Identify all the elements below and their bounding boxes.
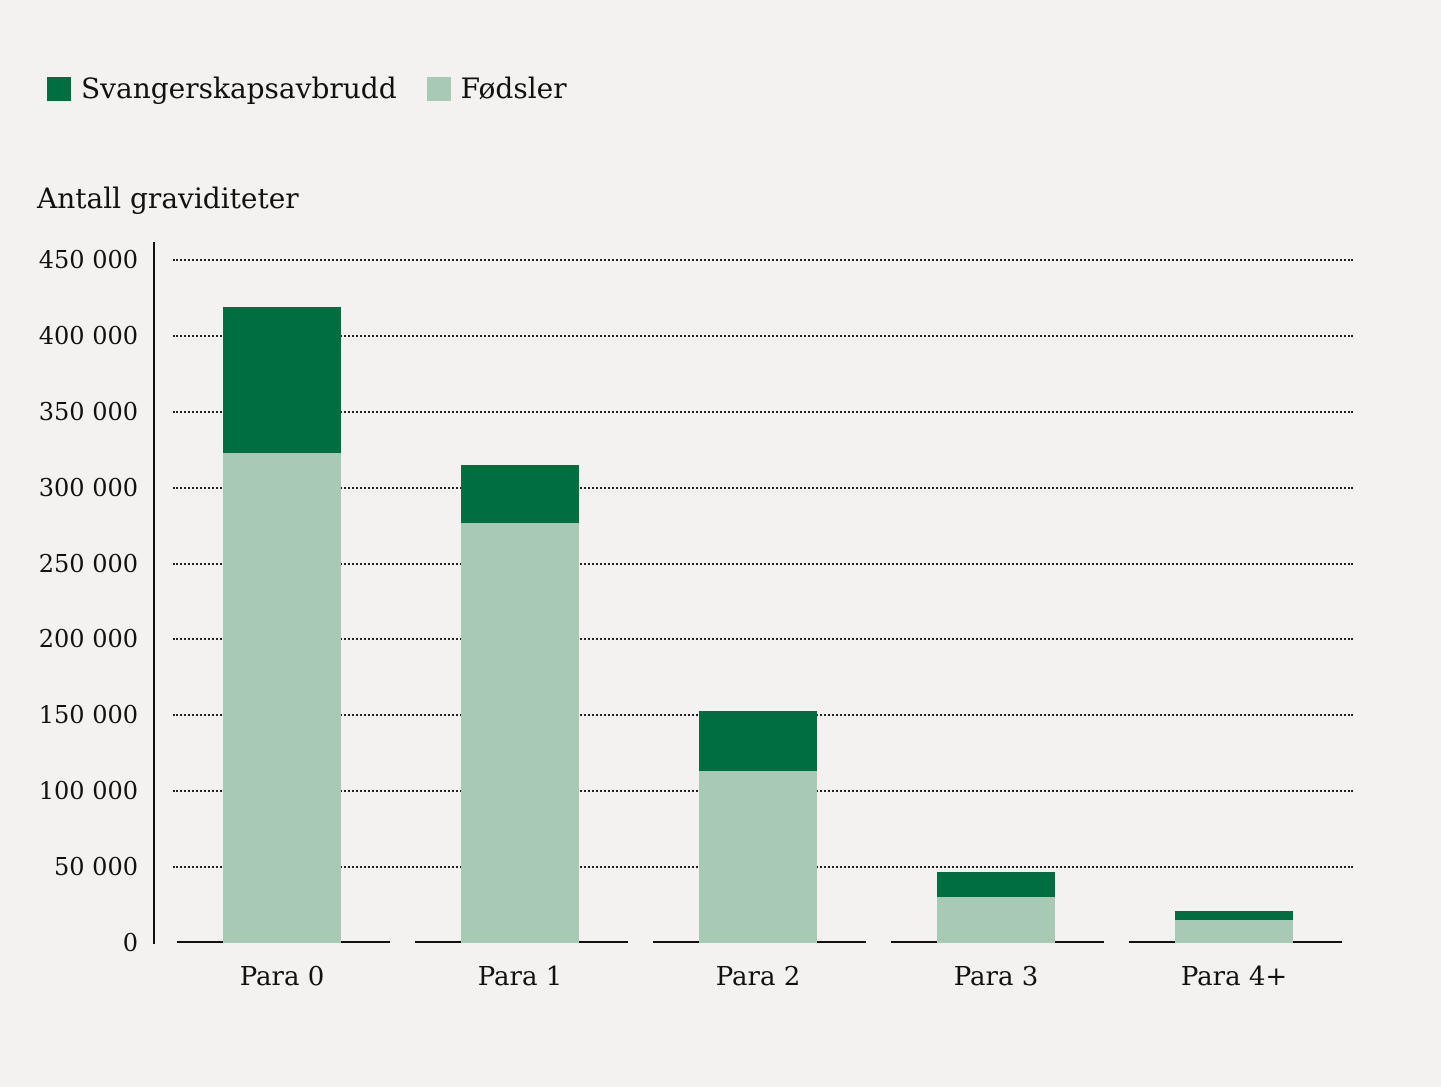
bar-segment-abortions bbox=[937, 871, 1055, 898]
bar-segment-abortions bbox=[699, 710, 817, 772]
bar-para-0 bbox=[223, 0, 341, 943]
y-tick-label: 300 000 bbox=[38, 473, 138, 502]
bar-para-1 bbox=[461, 0, 579, 943]
gridline bbox=[173, 334, 1353, 337]
x-tick-label: Para 1 bbox=[477, 962, 563, 992]
bar-para-4plus bbox=[1175, 0, 1293, 943]
bar-segment-births bbox=[223, 452, 341, 943]
legend-swatch-abortions bbox=[47, 76, 71, 101]
y-axis-line bbox=[153, 242, 155, 944]
y-tick-label: 100 000 bbox=[38, 777, 138, 806]
y-tick-label: 0 bbox=[122, 929, 138, 957]
x-tick-label: Para 2 bbox=[715, 962, 801, 992]
y-axis-title: Antall graviditeter bbox=[37, 182, 299, 215]
gridline bbox=[173, 486, 1353, 489]
y-tick-label: 150 000 bbox=[38, 701, 138, 730]
y-tick-label: 250 000 bbox=[38, 549, 138, 578]
legend-label-abortions: Svangerskapsavbrudd bbox=[81, 72, 397, 105]
legend-swatch-births bbox=[426, 76, 451, 101]
bar-segment-births bbox=[461, 522, 579, 943]
legend-label-births: Fødsler bbox=[460, 72, 567, 105]
y-tick-label: 450 000 bbox=[38, 246, 138, 274]
bar-segment-abortions bbox=[1175, 911, 1293, 921]
bar-segment-births bbox=[699, 771, 817, 943]
y-tick-label: 400 000 bbox=[38, 321, 138, 350]
bar-segment-births bbox=[1175, 920, 1293, 943]
gridline bbox=[173, 410, 1353, 413]
x-tick-label: Para 3 bbox=[953, 962, 1039, 992]
legend: Svangerskapsavbrudd Fødsler bbox=[47, 72, 597, 105]
bar-segment-births bbox=[937, 897, 1055, 943]
bar-para-2 bbox=[699, 0, 817, 943]
gridline bbox=[173, 562, 1353, 565]
x-tick-label: Para 4+ bbox=[1180, 962, 1288, 992]
y-tick-label: 50 000 bbox=[54, 853, 138, 882]
y-tick-label: 350 000 bbox=[38, 397, 138, 426]
y-tick-label: 200 000 bbox=[38, 625, 138, 654]
gridline bbox=[173, 638, 1353, 641]
x-tick-label: Para 0 bbox=[239, 962, 325, 992]
bar-segment-abortions bbox=[223, 307, 341, 453]
bar-para-3 bbox=[937, 0, 1055, 943]
legend-item-births: Fødsler bbox=[426, 72, 567, 105]
gridline bbox=[173, 259, 1353, 261]
bar-segment-abortions bbox=[461, 464, 579, 523]
legend-item-abortions: Svangerskapsavbrudd bbox=[47, 72, 397, 105]
